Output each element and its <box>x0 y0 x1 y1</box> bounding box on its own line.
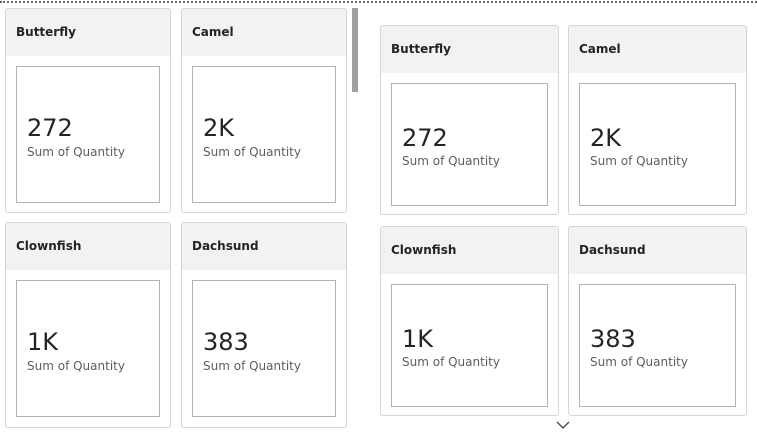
card-label: Sum of Quantity <box>203 359 301 373</box>
card-label: Sum of Quantity <box>402 154 500 168</box>
card-header: Clownfish <box>6 223 170 270</box>
card-header: Dachsund <box>569 227 746 274</box>
card-header: Dachsund <box>182 223 346 270</box>
card: Butterfly 272 Sum of Quantity <box>5 8 171 213</box>
card-title: Butterfly <box>16 24 76 39</box>
card-body: 272 Sum of Quantity <box>391 83 548 206</box>
card-title: Clownfish <box>391 242 457 257</box>
card-title: Butterfly <box>391 41 451 56</box>
card-value: 1K <box>27 328 59 356</box>
card-title: Dachsund <box>579 242 646 257</box>
card-header: Butterfly <box>381 26 558 73</box>
card-header: Camel <box>569 26 746 73</box>
card: Dachsund 383 Sum of Quantity <box>568 226 747 416</box>
card-body: 383 Sum of Quantity <box>192 280 336 417</box>
card-header: Butterfly <box>6 9 170 56</box>
card-label: Sum of Quantity <box>590 355 688 369</box>
card-title: Camel <box>192 24 234 39</box>
card: Clownfish 1K Sum of Quantity <box>5 222 171 428</box>
card-label: Sum of Quantity <box>27 145 125 159</box>
card-title: Camel <box>579 41 621 56</box>
card: Camel 2K Sum of Quantity <box>568 25 747 215</box>
card-body: 2K Sum of Quantity <box>192 66 336 203</box>
card-title: Clownfish <box>16 238 82 253</box>
card-title: Dachsund <box>192 238 259 253</box>
card: Butterfly 272 Sum of Quantity <box>380 25 559 215</box>
card-value: 2K <box>590 124 622 152</box>
card-body: 383 Sum of Quantity <box>579 284 736 407</box>
card-label: Sum of Quantity <box>27 359 125 373</box>
card-body: 1K Sum of Quantity <box>16 280 160 417</box>
card-body: 272 Sum of Quantity <box>16 66 160 203</box>
card-value: 383 <box>590 325 636 353</box>
card-value: 383 <box>203 328 249 356</box>
card: Dachsund 383 Sum of Quantity <box>181 222 347 428</box>
card-label: Sum of Quantity <box>203 145 301 159</box>
card-label: Sum of Quantity <box>402 355 500 369</box>
card: Clownfish 1K Sum of Quantity <box>380 226 559 416</box>
card-body: 1K Sum of Quantity <box>391 284 548 407</box>
card-value: 2K <box>203 114 235 142</box>
border <box>0 1 757 3</box>
card-header: Camel <box>182 9 346 56</box>
chevron[interactable] <box>556 420 570 430</box>
card: Camel 2K Sum of Quantity <box>181 8 347 213</box>
card-value: 272 <box>402 124 448 152</box>
scrollbar[interactable] <box>352 8 358 92</box>
card-header: Clownfish <box>381 227 558 274</box>
card-value: 272 <box>27 114 73 142</box>
card-label: Sum of Quantity <box>590 154 688 168</box>
card-body: 2K Sum of Quantity <box>579 83 736 206</box>
card-value: 1K <box>402 325 434 353</box>
